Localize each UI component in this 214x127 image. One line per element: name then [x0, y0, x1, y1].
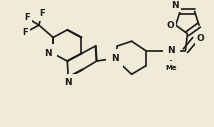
- Text: N: N: [168, 46, 175, 55]
- Text: N: N: [64, 78, 72, 87]
- Text: F: F: [39, 9, 45, 18]
- Text: O: O: [197, 34, 205, 43]
- Text: Me: Me: [165, 65, 177, 71]
- Text: O: O: [166, 21, 174, 30]
- Text: N: N: [172, 2, 179, 11]
- Text: F: F: [24, 13, 30, 22]
- Text: F: F: [22, 28, 28, 37]
- Text: N: N: [111, 54, 118, 63]
- Text: N: N: [45, 49, 52, 58]
